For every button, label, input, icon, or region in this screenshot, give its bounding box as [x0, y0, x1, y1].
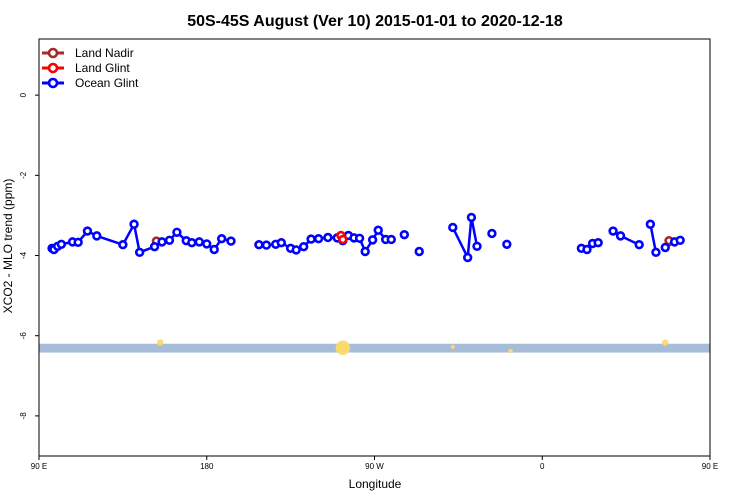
x-axis-label: Longitude — [349, 477, 402, 491]
legend-label-land-nadir: Land Nadir — [75, 46, 134, 60]
y-axis: 0 -2 -4 -6 -8 — [19, 92, 39, 419]
legend-marker-land-nadir — [47, 47, 59, 59]
ocean-glint-point-10-2 — [675, 235, 685, 245]
ocean-glint-point-1-1 — [261, 240, 272, 250]
background-band — [39, 343, 710, 353]
y-tick-label-4: -8 — [19, 412, 28, 420]
ocean-glint-point-4-2 — [466, 212, 477, 223]
series-points — [47, 212, 685, 263]
ocean-glint-point-0-7 — [92, 231, 102, 241]
ocean-glint-point-1-14 — [354, 233, 365, 243]
ocean-glint-point-0-18 — [202, 239, 212, 249]
band-highlight-2 — [450, 344, 455, 350]
x-tick-label-0: 90 E — [31, 462, 47, 471]
ocean-glint-point-9-0 — [645, 219, 656, 229]
ocean-glint-point-4-1 — [462, 252, 473, 263]
ocean-glint-point-0-17 — [194, 237, 204, 247]
legend-label-ocean-glint: Ocean Glint — [75, 76, 139, 90]
ocean-glint-line-4 — [451, 216, 479, 259]
x-axis: 90 E 180 90 W 0 90 E — [31, 456, 718, 471]
ocean-glint-point-0-5 — [73, 237, 83, 247]
ocean-glint-point-0-12 — [157, 237, 167, 247]
ocean-glint-point-0-19 — [209, 244, 219, 255]
ocean-glint-point-2-0 — [399, 229, 410, 240]
ocean-glint-point-4-0 — [448, 222, 458, 233]
ocean-glint-point-3-0 — [414, 246, 424, 257]
ocean-glint-point-0-20 — [216, 233, 227, 244]
ocean-glint-point-1-7 — [306, 234, 316, 244]
x-tick-label-3: 0 — [540, 462, 545, 471]
x-tick-label-4: 90 E — [702, 462, 718, 471]
ocean-glint-point-0-10 — [134, 247, 145, 258]
band-layer — [39, 339, 710, 355]
ocean-glint-point-1-17 — [373, 225, 383, 235]
ocean-glint-point-0-6 — [82, 226, 93, 236]
ocean-glint-point-1-6 — [298, 241, 309, 252]
ocean-glint-point-0-9 — [129, 219, 139, 229]
ocean-glint-point-0-14 — [172, 227, 182, 237]
legend-marker-land-glint — [47, 62, 59, 74]
y-tick-label-1: -2 — [19, 171, 28, 179]
ocean-glint-point-6-0 — [502, 239, 512, 249]
ocean-glint-point-0-21 — [226, 236, 236, 246]
ocean-glint-point-8-0 — [608, 226, 618, 236]
ocean-glint-point-5-0 — [487, 228, 497, 239]
ocean-glint-point-1-9 — [323, 232, 333, 243]
ocean-glint-point-1-8 — [313, 233, 324, 244]
ocean-glint-point-8-1 — [615, 231, 626, 241]
ocean-glint-point-1-5 — [291, 245, 301, 255]
chart-title: 50S-45S August (Ver 10) 2015-01-01 to 20… — [187, 13, 563, 30]
y-tick-label-3: -6 — [19, 332, 28, 340]
ocean-glint-point-7-3 — [593, 237, 603, 248]
ocean-glint-point-4-3 — [472, 241, 482, 251]
y-axis-label: XCO2 - MLO trend (ppm) — [1, 179, 15, 314]
ocean-glint-point-0-11 — [149, 241, 160, 252]
legend-marker-ocean-glint — [47, 77, 59, 89]
band-highlight-1 — [335, 340, 351, 355]
ocean-glint-point-1-3 — [276, 237, 287, 248]
ocean-glint-point-8-2 — [634, 239, 644, 250]
ocean-glint-point-1-15 — [360, 246, 370, 257]
x-tick-label-1: 180 — [200, 462, 214, 471]
ocean-glint-point-9-1 — [651, 247, 661, 258]
land-glint-point-0-1 — [338, 234, 348, 245]
ocean-glint-point-0-16 — [187, 237, 197, 248]
ocean-glint-point-0-13 — [164, 235, 175, 245]
x-tick-label-2: 90 W — [365, 462, 384, 471]
ocean-glint-point-7-1 — [582, 244, 592, 255]
band-highlight-0 — [156, 339, 164, 346]
ocean-glint-point-0-3 — [56, 239, 67, 249]
band-highlight-3 — [508, 348, 513, 354]
ocean-glint-line-9 — [649, 223, 658, 253]
legend-label-land-glint: Land Glint — [75, 61, 130, 75]
ocean-glint-point-1-19 — [386, 234, 396, 245]
ocean-glint-point-0-8 — [118, 239, 128, 250]
band-highlight-4 — [662, 339, 669, 346]
y-tick-label-0: 0 — [19, 92, 28, 97]
ocean-glint-point-1-16 — [367, 235, 378, 245]
ocean-glint-point-10-0 — [660, 242, 670, 253]
ocean-glint-point-1-0 — [254, 239, 264, 250]
y-tick-label-2: -4 — [19, 251, 28, 259]
